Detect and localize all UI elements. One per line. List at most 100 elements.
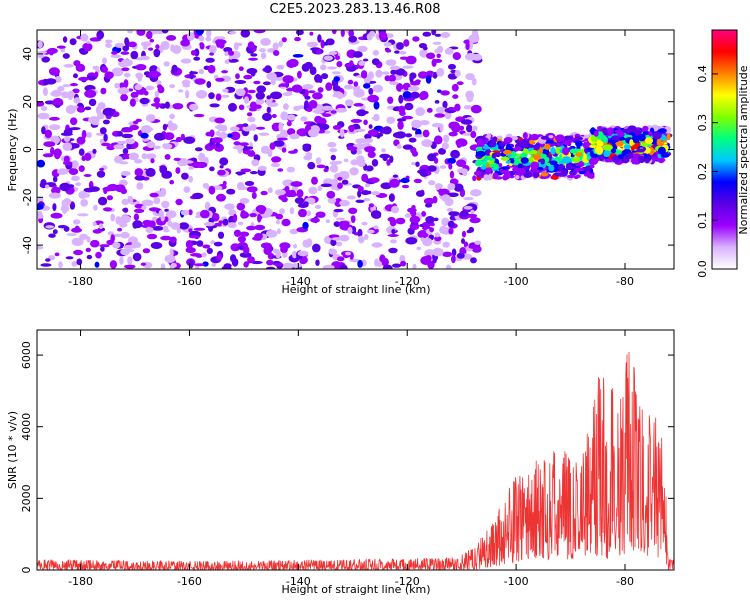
spectrogram-cell [433, 58, 443, 63]
spectrogram-cell [58, 261, 63, 269]
spectrogram-cell [450, 149, 460, 159]
spectrogram-cell [154, 132, 166, 141]
spectrogram-cell [235, 171, 246, 175]
spectrogram-cell [189, 103, 199, 111]
spectrogram-cell [409, 215, 421, 224]
spectrogram-cell [253, 30, 266, 34]
spectrogram-cell [233, 213, 238, 223]
colorbar-tick-label: 0.0 [696, 260, 709, 278]
snr-x-axis-label: Height of straight line (km) [281, 583, 430, 596]
spectrogram-cell [117, 87, 130, 95]
spectrogram-cell [641, 142, 648, 147]
spectrogram-cell [463, 105, 473, 110]
spectrogram-cell [283, 262, 293, 269]
spectrogram-cell [352, 51, 363, 58]
spectrogram-cell [260, 37, 271, 46]
spectrogram-axes: -180 -160 -140 -120 -100 -80 -40 -20 0 20 40 [21, 30, 674, 288]
spectrogram-cell [180, 133, 185, 141]
spectrogram-cell [361, 190, 370, 196]
spectrogram-cell [411, 161, 417, 166]
spectrogram-cell [127, 196, 132, 200]
spectrogram-cell [407, 207, 417, 213]
spectrogram-cell [260, 190, 268, 196]
spectrogram-cell [297, 70, 302, 79]
spectrogram-cell [290, 263, 302, 268]
spectrogram-cell [422, 237, 433, 247]
spectrogram-cell [433, 135, 443, 145]
spectrogram-cell [540, 135, 550, 140]
spectrogram-cell [335, 241, 343, 247]
spectrogram-cell [208, 92, 215, 100]
spectrogram-cell [446, 207, 454, 212]
spectrogram-cell [617, 140, 624, 147]
spectrogram-cell [86, 40, 91, 44]
spectrogram-cell [328, 248, 338, 255]
spectrogram-cell [270, 162, 281, 168]
spectrogram-cell [463, 205, 473, 210]
spectrogram-cell [75, 63, 86, 72]
spectrogram-cell [78, 48, 86, 54]
spectrogram-cell [402, 91, 412, 99]
spectrogram-cell [211, 137, 223, 144]
spectrogram-cell [37, 159, 46, 168]
spectrogram-cell [381, 148, 386, 153]
snr-x-tick-label: -140 [286, 575, 311, 588]
spectrogram-cell [278, 40, 284, 48]
spectrogram-cell [98, 196, 108, 206]
spectrogram-cell [621, 156, 630, 164]
spectrogram-cell [85, 247, 92, 253]
spectrogram-cell [306, 41, 319, 48]
spectrogram-cell [122, 207, 129, 213]
spectrogram-cell [290, 181, 303, 187]
spectrogram-cell [163, 61, 170, 67]
spectrogram-cell [276, 219, 280, 225]
spectrogram-cell [269, 142, 276, 150]
spectrogram-cell [161, 200, 170, 209]
spectrogram-cell [317, 185, 322, 192]
spectrogram-cell [287, 58, 299, 68]
spectrogram-cell [369, 177, 380, 184]
spectrogram-cell [404, 133, 413, 138]
spectrogram-cell [404, 102, 414, 111]
spectrogram-cell [529, 139, 535, 145]
spectrogram-cell [120, 188, 128, 195]
spectrogram-cell [75, 182, 81, 187]
spectrogram-cell [146, 30, 153, 40]
spectrogram-cell [443, 134, 450, 143]
spectrogram-cell [103, 133, 108, 142]
spectrogram-cell [321, 73, 329, 80]
spectrogram-cell [248, 57, 258, 61]
spectrogram-cell [384, 75, 391, 82]
spectrogram-cell [440, 32, 451, 38]
spectrogram-cell [371, 191, 381, 196]
spectrogram-cell [124, 264, 136, 269]
spectrogram-cell [123, 244, 135, 249]
spectrogram-cell [293, 243, 298, 249]
spectrogram-cell [190, 253, 202, 257]
spectrogram-cells [37, 30, 673, 269]
spectrogram-cell [165, 210, 177, 219]
spectrogram-cell [468, 244, 481, 249]
spectrogram-cell [119, 82, 125, 89]
spectrogram-cell [82, 42, 93, 52]
spectrogram-cell [37, 214, 44, 219]
spectrogram-cell [550, 147, 556, 155]
spectrogram-cell [294, 197, 305, 205]
spectrogram-cell [386, 116, 396, 124]
spectrogram-cell [432, 41, 442, 45]
spectrogram-cell [644, 137, 654, 144]
spectrogram-cell [92, 65, 100, 70]
spectrogram-cell [160, 263, 166, 269]
spectrogram-cell [539, 175, 548, 180]
spectrogram-cell [561, 156, 572, 164]
spectrogram-cell [224, 51, 230, 57]
spectrogram-cell [150, 242, 163, 249]
spectrogram-cell [120, 93, 128, 102]
spectrogram-cell [221, 70, 229, 74]
spectrogram-cell [459, 125, 465, 131]
spectrogram-cell [421, 211, 427, 217]
spectrogram-cell [111, 51, 118, 55]
spectrogram-cell [488, 164, 498, 168]
spectrogram-cell [371, 159, 379, 167]
spectrogram-cell [555, 146, 562, 155]
